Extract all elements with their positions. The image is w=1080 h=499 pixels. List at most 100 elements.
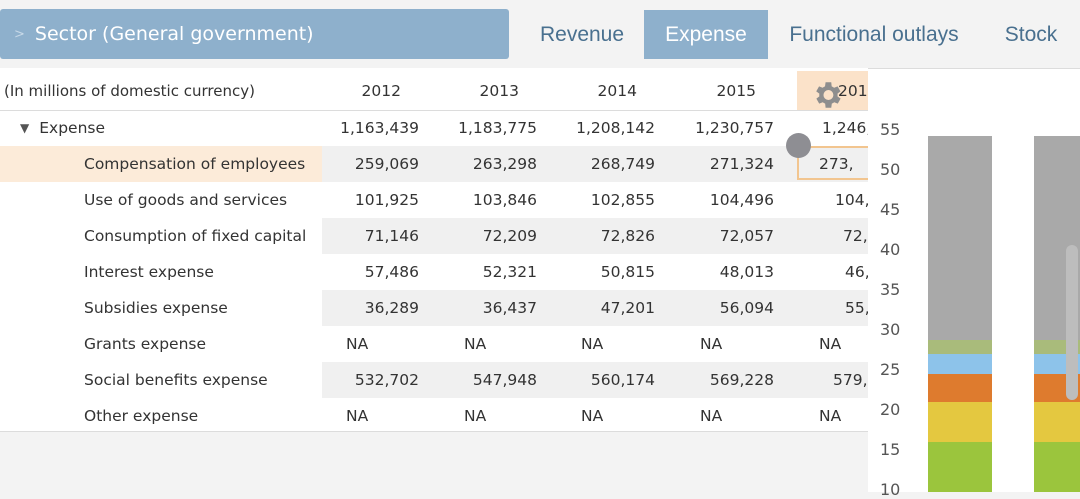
table-cell: 56,094 [719,299,774,317]
row-highlight [0,146,322,182]
year-header[interactable]: 2014 [597,82,637,100]
bar-segment[interactable] [928,402,992,442]
data-table: (In millions of domestic currency) 2012 … [0,68,868,432]
sector-label: Sector (General government) [34,23,314,45]
table-cell: 50,815 [600,263,655,281]
table-row[interactable]: Compensation of employees 259,069 263,29… [0,146,868,182]
table-cell: 47,201 [600,299,655,317]
bar-segment[interactable] [928,442,992,490]
y-tick-label: 15 [880,440,901,459]
y-tick-label: 35 [880,280,901,299]
table-cell: 259,069 [354,155,419,173]
chevron-down-icon: ▼ [20,121,30,135]
table-cell: NA [819,407,842,425]
table-row[interactable]: Grants expense NA NA NA NA NA [0,326,868,362]
y-tick-label: 25 [880,360,901,379]
table-cell: 55, [845,299,868,317]
tab-functional-outlays[interactable]: Functional outlays [789,22,959,46]
row-background [322,218,868,254]
y-tick-label: 50 [880,160,901,179]
table-row[interactable]: Interest expense 57,486 52,321 50,815 48… [0,254,868,290]
selected-cell-outline [797,146,868,180]
table-cell: NA [700,335,723,353]
table-cell: 71,146 [364,227,419,245]
tab-stock[interactable]: Stock [1004,22,1058,46]
bar-segment [1034,490,1080,492]
row-background [322,146,868,182]
table-cell: NA [581,335,604,353]
table-cell: 46, [845,263,868,281]
chart-top-border [868,68,1080,69]
table-cell: 1,163,439 [340,119,419,137]
y-tick-label: 55 [880,120,901,139]
year-header[interactable]: 2013 [479,82,519,100]
stacked-bar-chart: 55 50 45 40 35 30 25 20 15 10 [868,68,1080,499]
tab-revenue[interactable]: Revenue [539,22,625,46]
row-label: Grants expense [84,335,207,353]
table-cell: 104, [835,191,868,209]
table-cell: 273, [819,155,854,173]
row-label: Consumption of fixed capital [84,227,307,245]
table-cell: 579, [833,371,868,389]
bar-segment[interactable] [928,135,992,340]
table-cell: NA [464,335,487,353]
table-cell: 560,174 [590,371,655,389]
table-cell: NA [581,407,604,425]
bar-segment [928,490,992,492]
table-cell: 72,209 [482,227,537,245]
y-tick-label: 40 [880,240,901,259]
y-tick-label: 10 [880,480,901,499]
row-label: Compensation of employees [84,155,306,173]
y-tick-label: 30 [880,320,901,339]
expand-toggle[interactable]: ▼ Expense [20,110,105,146]
table-cell: 547,948 [472,371,537,389]
year-header[interactable]: 2016 [838,82,868,100]
row-label: Use of goods and services [84,191,288,209]
table-cell: 569,228 [709,371,774,389]
table-cell: NA [819,335,842,353]
row-label: Interest expense [84,263,214,281]
bar-segment[interactable] [1034,402,1080,442]
row-label: Subsidies expense [84,299,228,317]
top-bar: > Sector (General government) Revenue Ex… [0,0,1080,68]
vertical-scrollbar[interactable] [1066,245,1078,400]
table-cell: 101,925 [354,191,419,209]
touch-cursor [786,133,811,158]
tab-expense[interactable]: Expense [644,10,768,59]
table-cell: 36,289 [364,299,419,317]
bar-segment[interactable] [1034,442,1080,490]
table-cell: 1,208,142 [576,119,655,137]
table-row[interactable]: Other expense NA NA NA NA NA [0,398,868,432]
year-header[interactable]: 2015 [716,82,756,100]
sector-selector[interactable]: > Sector (General government) [0,9,509,59]
table-cell: NA [700,407,723,425]
table-row[interactable]: Use of goods and services 101,925 103,84… [0,182,868,218]
chevron-right-icon: > [14,26,25,42]
table-bottom-border [0,431,868,432]
table-row[interactable]: Subsidies expense 36,289 36,437 47,201 5… [0,290,868,326]
y-tick-label: 20 [880,400,901,419]
table-cell: 104,496 [709,191,774,209]
row-background [322,290,868,326]
table-cell: 103,846 [472,191,537,209]
table-cell: 102,855 [590,191,655,209]
table-cell: 532,702 [354,371,419,389]
bar-segment[interactable] [928,339,992,354]
table-row[interactable]: Consumption of fixed capital 71,146 72,2… [0,218,868,254]
row-label: Other expense [84,407,199,425]
table-cell: 57,486 [364,263,419,281]
table-cell: 263,298 [472,155,537,173]
table-cell: 72,057 [719,227,774,245]
table-header-row: (In millions of domestic currency) 2012 … [0,71,868,111]
table-cell: NA [464,407,487,425]
table-cell: NA [346,335,369,353]
gear-icon[interactable] [810,78,844,112]
table-cell: 268,749 [590,155,655,173]
table-row-group[interactable]: ▼ Expense 1,163,439 1,183,775 1,208,142 1… [0,110,868,146]
bar-segment[interactable] [928,374,992,402]
table-row[interactable]: Social benefits expense 532,702 547,948 … [0,362,868,398]
table-cell: 72, [843,227,868,245]
year-header[interactable]: 2012 [361,82,401,100]
bar-segment[interactable] [928,354,992,374]
group-label: Expense [39,119,106,137]
